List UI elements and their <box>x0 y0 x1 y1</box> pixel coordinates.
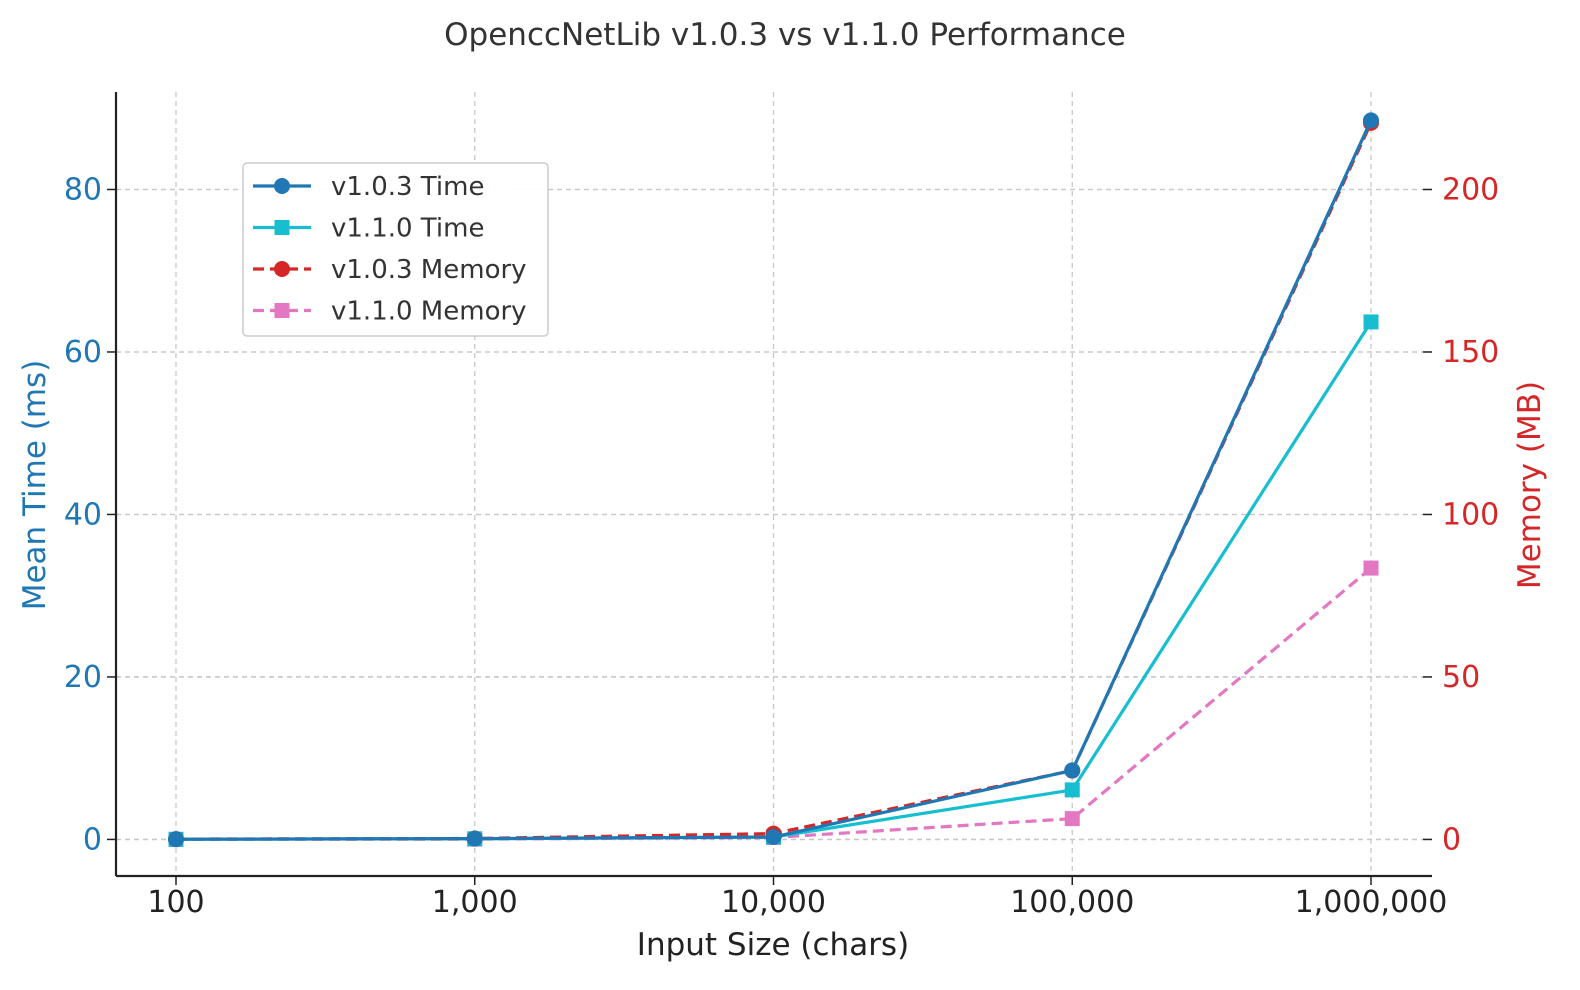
y-tick-label-right: 0 <box>1442 822 1461 857</box>
y-tick-label-right: 100 <box>1442 497 1499 532</box>
series-v1-0-3-time <box>168 112 1379 848</box>
legend-marker-v1-1-0-memory <box>274 303 290 318</box>
x-tick-label: 1,000,000 <box>1295 885 1448 920</box>
data-point-v1-1-0-memory <box>1363 560 1379 576</box>
y-tick-label-right: 200 <box>1442 172 1499 207</box>
legend-marker-v1-0-3-memory <box>274 261 290 277</box>
data-point-v1-0-3-time <box>466 830 483 847</box>
legend-box <box>242 162 549 337</box>
legend-label-v1-0-3-time: v1.0.3 Time <box>331 172 484 202</box>
legend: v1.0.3 Time v1.1.0 Time v1.0.3 Memory v1.1.… <box>242 162 549 337</box>
data-point-v1-1-0-time <box>1064 782 1080 798</box>
y-tick-label-left: 20 <box>64 660 102 695</box>
data-point-v1-0-3-time <box>765 829 782 846</box>
x-tick-label: 10,000 <box>721 885 826 920</box>
legend-marker-v1-1-0-time <box>274 220 290 235</box>
y-tick-label-left: 60 <box>64 335 102 370</box>
legend-label-v1-0-3-memory: v1.0.3 Memory <box>331 255 527 285</box>
legend-label-v1-1-0-memory: v1.1.0 Memory <box>331 297 527 327</box>
left-y-axis-label: Mean Time (ms) <box>17 360 53 611</box>
y-tick-label-right: 50 <box>1442 660 1480 695</box>
legend-label-v1-1-0-time: v1.1.0 Time <box>331 214 484 244</box>
series-layer <box>168 112 1379 848</box>
chart-title: OpenccNetLib v1.0.3 vs v1.1.0 Performanc… <box>444 17 1126 53</box>
x-axis-label: Input Size (chars) <box>637 927 909 963</box>
x-tick-label: 100 <box>147 885 204 920</box>
y-tick-label-left: 0 <box>83 822 102 857</box>
data-point-v1-1-0-memory <box>1064 811 1080 827</box>
y-tick-label-right: 150 <box>1442 335 1499 370</box>
legend-marker-v1-0-3-time <box>274 178 290 194</box>
x-tick-label: 1,000 <box>432 885 518 920</box>
data-point-v1-0-3-time <box>168 831 184 848</box>
x-tick-label: 100,000 <box>1010 885 1134 920</box>
axes: 100 1,000 10,000 100,000 1,000,000 0 20 40 60 80 0… <box>64 92 1499 920</box>
right-y-axis-label: Memory (MB) <box>1512 381 1548 589</box>
data-point-v1-1-0-time <box>1363 314 1379 330</box>
y-tick-label-left: 40 <box>64 497 102 532</box>
data-point-v1-0-3-time <box>1363 112 1379 129</box>
y-tick-label-left: 80 <box>64 172 102 207</box>
data-point-v1-0-3-time <box>1064 762 1081 779</box>
